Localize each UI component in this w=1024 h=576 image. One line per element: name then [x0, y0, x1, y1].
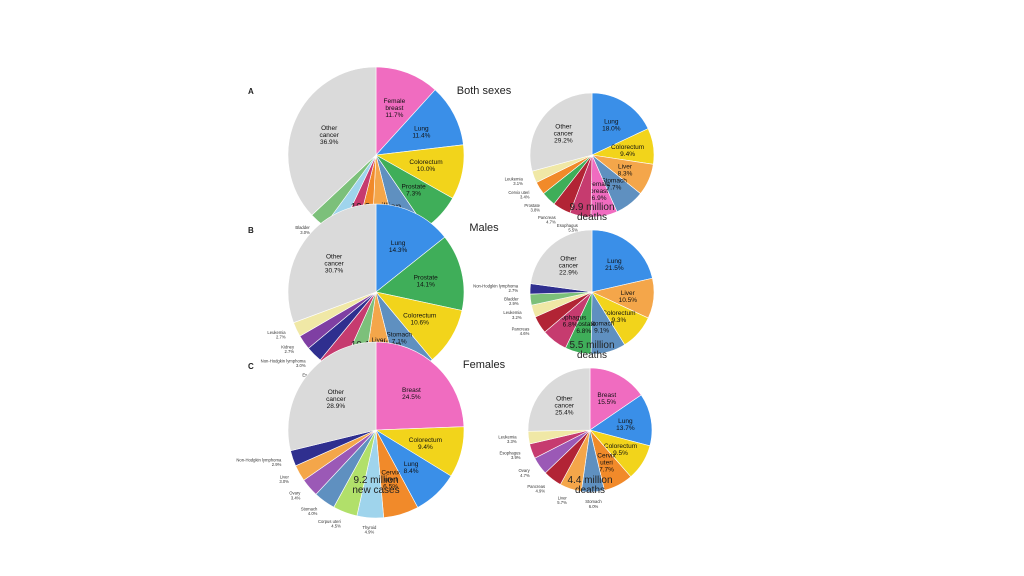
slice-label: Liver 3.0% — [279, 474, 289, 484]
slice-label: Thyroid 4.9% — [362, 525, 377, 535]
panel-title: Males — [469, 222, 499, 234]
pie-slice-breast — [375, 341, 465, 431]
slice-label: Lung 13.7% — [616, 418, 635, 432]
slice-label: Non-Hodgkin lymphoma 2.7% — [473, 284, 519, 294]
panel-letter: A — [248, 87, 254, 96]
slice-label: Bladder 3.0% — [295, 225, 310, 235]
slice-label: Lung 21.5% — [605, 258, 624, 272]
slice-label: Other cancer 28.9% — [326, 389, 346, 410]
slice-label: Breast 15.5% — [597, 392, 616, 406]
slice-label: Other cancer 29.2% — [554, 124, 574, 145]
slice-label: Liver 5.7% — [557, 496, 567, 506]
pie-chart-chart-mortality: MortalityLung21.5%Liver10.5%Colorectum9.… — [473, 229, 655, 361]
pie-slice-female-breast — [375, 66, 436, 156]
slice-label: Lung 8.4% — [404, 461, 419, 475]
slice-label: Leukemia 3.3% — [498, 434, 517, 444]
pie-slice-lung — [591, 229, 653, 293]
slice-label: Cervix uteri 6.5% — [381, 469, 400, 490]
slice-label: Prostate 6.8% — [572, 321, 597, 335]
pie-chart-chart-mortality: MortalityLung18.0%Colorectum9.4%Liver8.3… — [505, 92, 655, 233]
slice-label: Female breast 6.9% — [588, 181, 610, 202]
slice-label: Pancreas 4.7% — [538, 215, 556, 225]
slice-label: Colorectum 9.4% — [409, 437, 442, 451]
slice-label: Stomach 9.1% — [589, 321, 615, 335]
panel-letter: C — [248, 362, 254, 371]
slice-label: Cervix uteri 7.7% — [597, 452, 616, 473]
slice-label: Lung 14.3% — [389, 240, 408, 254]
pie-slice-other-cancer — [527, 367, 591, 432]
pie-slice-lung — [375, 203, 446, 293]
panel-title: Both sexes — [457, 85, 512, 97]
slice-label: Other cancer 30.7% — [324, 253, 344, 274]
pie-slice-breast — [589, 367, 642, 431]
pie-slice-lung — [591, 92, 649, 156]
slice-label: Lung 11.4% — [412, 126, 430, 140]
slice-label: Stomach 4.0% — [301, 506, 318, 516]
slice-label: Stomach 6.0% — [585, 499, 602, 509]
slice-label: Colorectum 9.4% — [611, 144, 644, 158]
pie-slice-prostate — [375, 236, 465, 311]
chart-footer: 9.9 million deaths — [569, 202, 614, 223]
slice-label: Pancreas 4.6% — [512, 327, 530, 337]
slice-label: Breast 24.5% — [402, 387, 421, 401]
slice-label: Prostate 3.8% — [524, 203, 540, 213]
slice-label: Other cancer 36.9% — [319, 125, 339, 146]
slice-label: Liver 10.5% — [619, 290, 638, 304]
slice-label: Kidney 2.7% — [281, 345, 295, 355]
panel-letter: B — [248, 226, 254, 235]
chart-footer: 4.4 million deaths — [567, 475, 612, 496]
slice-label: Leukemia 3.2% — [503, 310, 522, 320]
slice-label: Esophagus 5.5% — [557, 223, 578, 233]
slice-label: Female breast 11.7% — [384, 98, 406, 119]
slice-label: Non-Hodgkin lymphoma 2.9% — [236, 458, 282, 468]
slice-label: Colorectum 9.3% — [602, 310, 635, 324]
slice-label: Ovary 4.7% — [519, 468, 531, 478]
slice-label: Colorectum 10.6% — [403, 312, 436, 326]
slice-label: Esophagus 6.8% — [554, 314, 587, 328]
slice-label: Pancreas 4.9% — [527, 484, 545, 494]
slice-label: Non-Hodgkin lymphoma 3.0% — [261, 358, 307, 368]
slice-label: Leukemia 2.7% — [267, 330, 286, 340]
slice-label: Ovary 3.4% — [289, 491, 301, 501]
pie-slice-lung — [375, 89, 464, 156]
pie-slice-other-cancer — [287, 341, 377, 452]
slice-label: Prostate 14.1% — [414, 274, 439, 288]
slice-label: Corpus uteri 4.5% — [318, 519, 341, 529]
pie-slice-other-cancer — [530, 229, 593, 293]
slice-label: Other cancer 25.4% — [555, 395, 575, 416]
slice-label: Liver 8.3% — [618, 163, 633, 177]
slice-label: Colorectum 9.5% — [604, 443, 637, 457]
pie-slice-lung — [589, 394, 653, 447]
slice-label: Esophagus 3.9% — [500, 451, 521, 461]
slice-label: Colorectum 10.0% — [409, 159, 442, 173]
slice-label: Stomach 7.7% — [601, 177, 627, 191]
pie-slice-other-cancer — [287, 203, 377, 324]
pie-slice-other-cancer — [287, 66, 377, 216]
panel-title: Females — [463, 359, 506, 371]
chart-footer: 9.2 million new cases — [352, 475, 399, 496]
chart-footer: 5.5 million deaths — [569, 340, 614, 361]
slice-label: Other cancer 22.9% — [559, 255, 579, 276]
pie-slice-other-cancer — [529, 92, 593, 172]
pie-chart-females-incidence: CFemalesIncidenceBreast24.5%Colorectum9.… — [236, 341, 506, 535]
slice-label: Cervix uteri 3.4% — [508, 190, 529, 200]
slice-label: Leukemia 3.1% — [505, 177, 524, 187]
slice-label: Stomach 7.1% — [386, 331, 412, 345]
slice-label: Prostate 7.3% — [401, 183, 426, 197]
slice-label: Lung 18.0% — [602, 119, 621, 133]
slice-label: Bladder 2.9% — [504, 296, 519, 306]
pie-chart-chart-mortality: MortalityBreast15.5%Lung13.7%Colorectum9… — [498, 367, 653, 509]
